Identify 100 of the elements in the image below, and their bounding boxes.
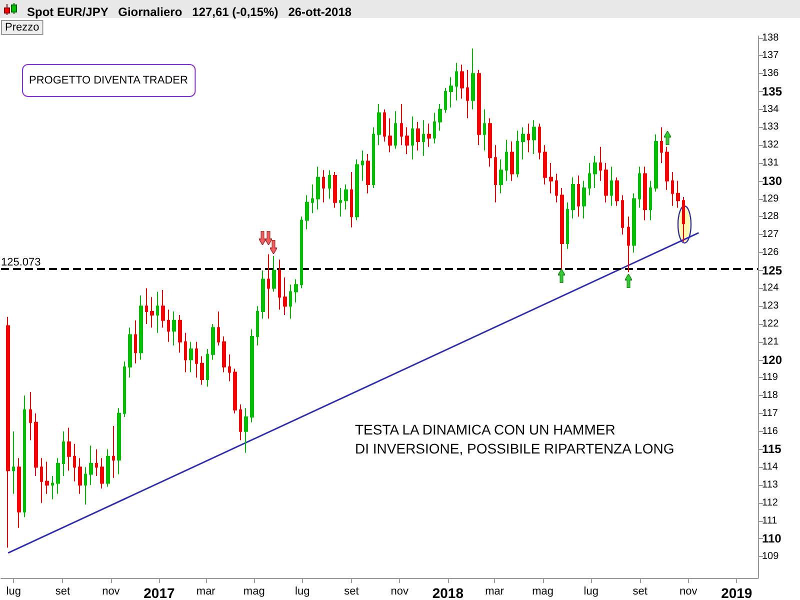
candlestick bbox=[350, 171, 353, 228]
candlestick bbox=[161, 290, 165, 328]
candlestick bbox=[411, 116, 414, 160]
candlestick bbox=[261, 270, 265, 320]
candlestick bbox=[499, 158, 503, 194]
candlestick bbox=[438, 103, 442, 132]
candlestick bbox=[516, 130, 519, 178]
candlestick bbox=[593, 155, 597, 189]
candlestick bbox=[267, 254, 270, 320]
candlestick bbox=[217, 310, 220, 346]
candlestick bbox=[339, 188, 342, 218]
candlestick bbox=[239, 404, 242, 441]
x-tick-label: nov bbox=[390, 586, 410, 598]
candlestick bbox=[610, 166, 613, 206]
x-tick-label: mar bbox=[196, 586, 216, 598]
candlestick bbox=[615, 176, 619, 206]
candlestick bbox=[632, 192, 636, 253]
candlestick bbox=[566, 202, 569, 250]
candlestick bbox=[300, 216, 303, 289]
candlestick bbox=[660, 126, 663, 164]
candlestick bbox=[477, 69, 481, 146]
candlestick bbox=[45, 461, 49, 494]
candlestick bbox=[167, 309, 170, 342]
candlestick bbox=[521, 126, 525, 160]
candlestick bbox=[322, 170, 325, 203]
candlestick bbox=[621, 194, 624, 236]
candlestick bbox=[89, 445, 93, 486]
candlestick bbox=[311, 184, 314, 214]
candlestick bbox=[211, 323, 215, 360]
x-tick-label: lug bbox=[6, 586, 21, 598]
candlestick bbox=[377, 103, 381, 146]
y-tick-label: 124 bbox=[762, 282, 780, 294]
candlestick bbox=[599, 146, 602, 182]
candlestick bbox=[676, 180, 680, 208]
candlestick bbox=[372, 126, 375, 189]
candlestick bbox=[278, 259, 281, 310]
candlestick bbox=[643, 166, 647, 221]
y-tick-label: 112 bbox=[762, 497, 778, 508]
candlestick bbox=[289, 284, 292, 320]
y-tick-label: 138 bbox=[762, 32, 780, 44]
candlestick bbox=[588, 162, 591, 196]
candlestick bbox=[422, 120, 425, 156]
candlestick bbox=[12, 430, 15, 494]
y-tick-label: 119 bbox=[762, 372, 778, 384]
candlestick bbox=[532, 120, 536, 155]
candlestick bbox=[361, 150, 364, 182]
candlestick bbox=[355, 158, 359, 221]
candlestick bbox=[527, 123, 530, 153]
y-tick-label: 126 bbox=[762, 246, 780, 258]
candlestick bbox=[366, 154, 370, 194]
candlestick bbox=[134, 320, 137, 364]
candlestick bbox=[333, 171, 337, 208]
candlestick bbox=[582, 180, 586, 219]
y-tick-label: 111 bbox=[762, 515, 778, 526]
x-tick-label: set bbox=[344, 586, 359, 598]
candlestick bbox=[200, 356, 204, 386]
x-tick-label: lug bbox=[584, 586, 598, 598]
y-tick-label: 114 bbox=[762, 462, 778, 473]
y-tick-label: 135 bbox=[762, 84, 782, 98]
x-tick-label: 2018 bbox=[432, 585, 464, 600]
candlestick bbox=[84, 466, 87, 506]
candlestick bbox=[460, 64, 464, 100]
candlestick bbox=[67, 427, 71, 472]
y-tick-label: 137 bbox=[762, 50, 780, 62]
candlestick bbox=[256, 306, 259, 346]
candlestick bbox=[405, 126, 409, 155]
candlestick bbox=[449, 76, 453, 108]
x-tick-label: 2017 bbox=[144, 585, 175, 600]
candlestick bbox=[189, 341, 193, 373]
y-tick-label: 130 bbox=[762, 174, 782, 188]
candlestick bbox=[549, 162, 553, 194]
candlestick bbox=[416, 121, 420, 151]
candlestick bbox=[40, 458, 43, 504]
candlestick bbox=[543, 144, 547, 185]
candlestick bbox=[17, 458, 21, 528]
y-tick-label: 129 bbox=[762, 193, 780, 204]
y-tick-label: 117 bbox=[762, 408, 778, 419]
candlestick bbox=[178, 314, 182, 354]
candlestick bbox=[112, 425, 115, 478]
x-tick-label: set bbox=[632, 586, 648, 598]
candlestick bbox=[471, 48, 475, 110]
candlestick bbox=[222, 336, 226, 373]
x-tick-label: mag bbox=[243, 586, 265, 598]
candlestick bbox=[156, 291, 159, 334]
candlestick bbox=[682, 196, 685, 242]
candlestick bbox=[106, 448, 110, 488]
candlestick bbox=[328, 170, 331, 200]
candlestick bbox=[195, 341, 198, 378]
y-tick-label: 109 bbox=[762, 551, 780, 562]
candlestick bbox=[305, 194, 309, 230]
candlestick bbox=[494, 144, 497, 203]
candlestick bbox=[244, 408, 248, 454]
ref-line-label: 125.073 bbox=[1, 256, 41, 269]
candlestick bbox=[577, 175, 580, 218]
candlestick bbox=[78, 458, 82, 494]
candlestick bbox=[400, 103, 403, 146]
candlestick bbox=[433, 112, 436, 144]
y-tick-label: 123 bbox=[762, 300, 780, 312]
y-axis-title: Prezzo bbox=[5, 22, 40, 34]
annotation: TESTA LA DINAMICA CON UN HAMMER DI INVERSIONE, POSSIBILE RIPARTENZA LONG bbox=[355, 422, 674, 456]
